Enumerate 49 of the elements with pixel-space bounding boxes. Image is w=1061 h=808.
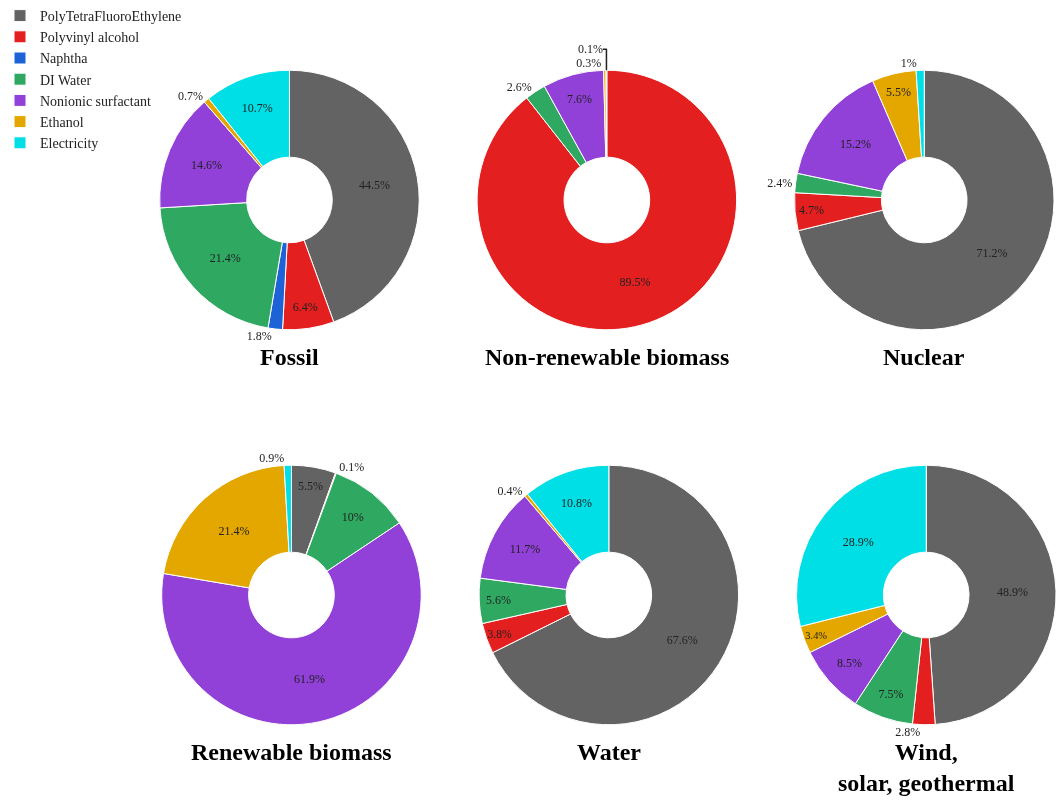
data-label: 5.5% bbox=[298, 478, 324, 493]
data-label: 0.3% bbox=[576, 56, 602, 71]
data-label: 5.6% bbox=[486, 593, 512, 608]
legend-label: PolyTetraFluoroEthylene bbox=[40, 9, 182, 25]
slice-label: Water bbox=[577, 739, 642, 765]
legend-label: DI Water bbox=[40, 72, 92, 88]
data-label: 61.9% bbox=[294, 672, 326, 687]
data-label: 10.8% bbox=[560, 496, 592, 511]
data-label: 11.7% bbox=[509, 542, 541, 557]
slice-label: Renewable biomass bbox=[191, 739, 392, 765]
data-label: 2.4% bbox=[767, 175, 793, 190]
data-label: 7.5% bbox=[878, 687, 904, 702]
data-label: 0.9% bbox=[259, 451, 285, 466]
data-label: 2.6% bbox=[506, 79, 532, 94]
data-label: 6.4% bbox=[292, 300, 318, 314]
slice-label: Wind, solar, geothermal bbox=[838, 739, 1015, 797]
data-label: 7.6% bbox=[567, 91, 592, 106]
data-label: 3.8% bbox=[487, 627, 513, 641]
legend-label: Naphtha bbox=[40, 51, 89, 67]
data-label: 1.8% bbox=[246, 328, 272, 343]
slice-label: Fossil bbox=[260, 344, 320, 370]
slice-label: Non-renewable biomass bbox=[485, 344, 730, 370]
data-label: 5.5% bbox=[885, 85, 911, 100]
data-label: 89.5% bbox=[619, 274, 651, 289]
data-label: 8.5% bbox=[836, 656, 862, 671]
data-label: 21.4% bbox=[218, 523, 250, 538]
data-label: 67.6% bbox=[666, 633, 698, 648]
data-label: 1% bbox=[900, 56, 917, 71]
data-label: 71.2% bbox=[976, 246, 1008, 261]
data-label: 15.2% bbox=[839, 136, 871, 151]
data-label: 28.9% bbox=[842, 534, 874, 549]
legend-label: Electricity bbox=[40, 136, 99, 152]
data-label: 10% bbox=[341, 510, 364, 525]
data-label: 4.7% bbox=[799, 203, 825, 218]
data-label: 21.4% bbox=[209, 250, 241, 265]
data-label: 0.1% bbox=[577, 42, 603, 57]
data-label: 10.7% bbox=[241, 100, 273, 115]
data-label: 0.1% bbox=[339, 459, 365, 474]
data-label: 0.4% bbox=[497, 483, 523, 498]
legend-label: Ethanol bbox=[40, 115, 84, 131]
legend-label: Nonionic surfactant bbox=[40, 93, 151, 109]
slice-label: Nuclear bbox=[883, 344, 965, 370]
data-label: 14.6% bbox=[190, 158, 222, 173]
data-label: 44.5% bbox=[358, 178, 390, 193]
data-label: 3.4% bbox=[805, 629, 828, 641]
data-label: 2.8% bbox=[895, 724, 921, 739]
legend-label: Polyvinyl alcohol bbox=[40, 30, 140, 46]
data-label: 48.9% bbox=[996, 585, 1028, 600]
data-label: 0.7% bbox=[178, 89, 203, 104]
